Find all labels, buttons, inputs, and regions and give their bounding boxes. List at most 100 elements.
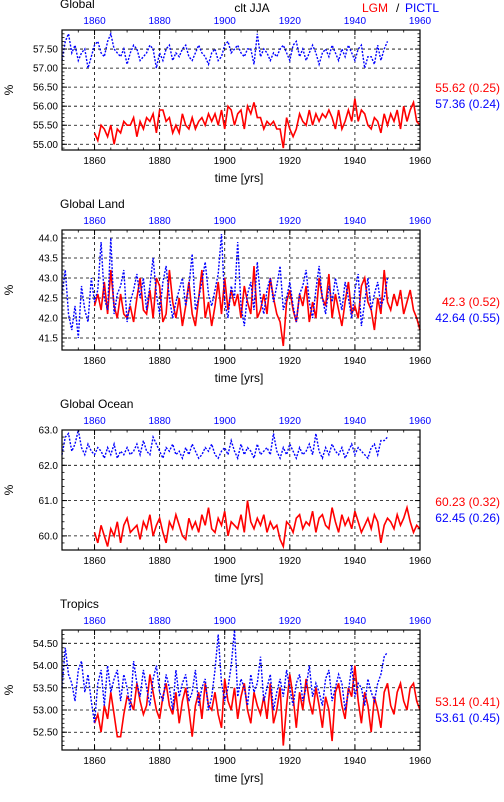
x-tick-label: 1920 (279, 156, 302, 167)
legend-separator: / (396, 1, 400, 15)
y-tick-label: 62.0 (39, 461, 59, 472)
x-tick-label: 1900 (214, 356, 237, 367)
series-line-pictl (61, 233, 389, 339)
y-tick-label: 56.00 (33, 102, 58, 113)
x-top-tick-label: 1960 (409, 416, 432, 427)
x-top-tick-label: 1860 (83, 416, 106, 427)
x-tick-label: 1920 (279, 556, 302, 567)
y-tick-label: 55.00 (33, 140, 58, 151)
panel-title: Global (60, 0, 95, 11)
x-top-tick-label: 1860 (83, 16, 106, 27)
x-tick-label: 1920 (279, 756, 302, 767)
x-top-tick-label: 1960 (409, 16, 432, 27)
x-axis-label: time [yrs] (215, 371, 264, 385)
stats-label-pictl: 42.64 (0.55) (435, 311, 500, 325)
x-top-tick-label: 1860 (83, 216, 106, 227)
series-line-lgm (93, 665, 421, 746)
y-tick-label: 61.0 (39, 496, 59, 507)
x-axis-label: time [yrs] (215, 771, 264, 785)
y-tick-label: 57.00 (33, 64, 58, 75)
y-axis-label: % (2, 284, 16, 295)
x-top-tick-label: 1920 (279, 16, 302, 27)
series-line-pictl (61, 429, 389, 461)
x-tick-label: 1920 (279, 356, 302, 367)
x-top-tick-label: 1900 (214, 16, 237, 27)
x-top-tick-label: 1940 (344, 16, 367, 27)
x-axis-label: time [yrs] (215, 571, 264, 585)
panel-1: Global 55.00 55.50 56.00 56.50 57.00 57.50% 186… (2, 0, 500, 185)
x-tick-label: 1860 (83, 756, 106, 767)
x-top-tick-label: 1900 (214, 216, 237, 227)
x-top-tick-label: 1880 (149, 416, 172, 427)
x-top-tick-label: 1920 (279, 216, 302, 227)
legend-lgm: LGM (362, 1, 388, 15)
series-line-lgm (93, 98, 421, 149)
series-line-lgm (93, 265, 421, 347)
x-tick-label: 1960 (409, 156, 432, 167)
x-tick-label: 1960 (409, 356, 432, 367)
stats-label-lgm: 53.14 (0.41) (435, 695, 500, 709)
panel-2: Global Land 41.5 42.0 42.5 43.0 43.5 44.0% 1860… (2, 197, 500, 385)
x-top-tick-label: 1960 (409, 216, 432, 227)
panel-title: Global Land (60, 197, 125, 211)
x-tick-label: 1900 (214, 756, 237, 767)
stats-label-pictl: 62.45 (0.26) (435, 511, 500, 525)
y-tick-label: 41.5 (39, 334, 59, 345)
y-tick-label: 56.50 (33, 83, 58, 94)
x-tick-label: 1940 (344, 156, 367, 167)
y-tick-label: 52.50 (33, 728, 58, 739)
y-tick-label: 54.00 (33, 661, 58, 672)
y-tick-label: 43.0 (39, 274, 59, 285)
x-axis-label: time [yrs] (215, 171, 264, 185)
x-top-tick-label: 1900 (214, 616, 237, 627)
x-top-tick-label: 1940 (344, 416, 367, 427)
plot-frame (61, 29, 421, 151)
x-top-tick-label: 1900 (214, 416, 237, 427)
x-top-tick-label: 1880 (149, 16, 172, 27)
y-tick-label: 53.00 (33, 706, 58, 717)
x-tick-label: 1900 (214, 556, 237, 567)
x-tick-label: 1860 (83, 556, 106, 567)
x-top-tick-label: 1960 (409, 616, 432, 627)
panel-title: Tropics (60, 597, 99, 611)
stats-label-lgm: 55.62 (0.25) (435, 81, 500, 95)
y-axis-label: % (2, 684, 16, 695)
x-tick-label: 1940 (344, 756, 367, 767)
x-top-tick-label: 1940 (344, 216, 367, 227)
x-tick-label: 1880 (149, 356, 172, 367)
stats-label-lgm: 42.3 (0.52) (442, 295, 500, 309)
y-tick-label: 42.0 (39, 314, 59, 325)
x-top-tick-label: 1940 (344, 616, 367, 627)
y-tick-label: 60.0 (39, 531, 59, 542)
stats-label-lgm: 60.23 (0.32) (435, 495, 500, 509)
y-tick-label: 53.50 (33, 683, 58, 694)
stats-label-pictl: 57.36 (0.24) (435, 97, 500, 111)
x-tick-label: 1940 (344, 556, 367, 567)
series-line-pictl (61, 31, 389, 69)
x-tick-label: 1900 (214, 156, 237, 167)
x-top-tick-label: 1860 (83, 616, 106, 627)
x-top-tick-label: 1920 (279, 616, 302, 627)
x-tick-label: 1860 (83, 356, 106, 367)
panel-4: Tropics 52.50 53.00 53.50 54.00 54.50% 1860 188… (2, 597, 500, 785)
x-tick-label: 1940 (344, 356, 367, 367)
y-tick-label: 43.5 (39, 254, 59, 265)
y-tick-label: 42.5 (39, 294, 59, 305)
y-axis-label: % (2, 484, 16, 495)
x-top-tick-label: 1920 (279, 416, 302, 427)
x-tick-label: 1880 (149, 556, 172, 567)
y-tick-label: 44.0 (39, 234, 59, 245)
x-tick-label: 1880 (149, 156, 172, 167)
x-tick-label: 1960 (409, 756, 432, 767)
x-tick-label: 1860 (83, 156, 106, 167)
y-tick-label: 55.50 (33, 121, 58, 132)
x-top-tick-label: 1880 (149, 616, 172, 627)
stats-label-pictl: 53.61 (0.45) (435, 711, 500, 725)
x-top-tick-label: 1880 (149, 216, 172, 227)
figure-title: clt JJA (234, 1, 269, 15)
panel-3: Global Ocean 60.0 61.0 62.0 63.0% 1860 1880 190… (2, 397, 500, 585)
y-tick-label: 57.50 (33, 45, 58, 56)
x-tick-label: 1960 (409, 556, 432, 567)
